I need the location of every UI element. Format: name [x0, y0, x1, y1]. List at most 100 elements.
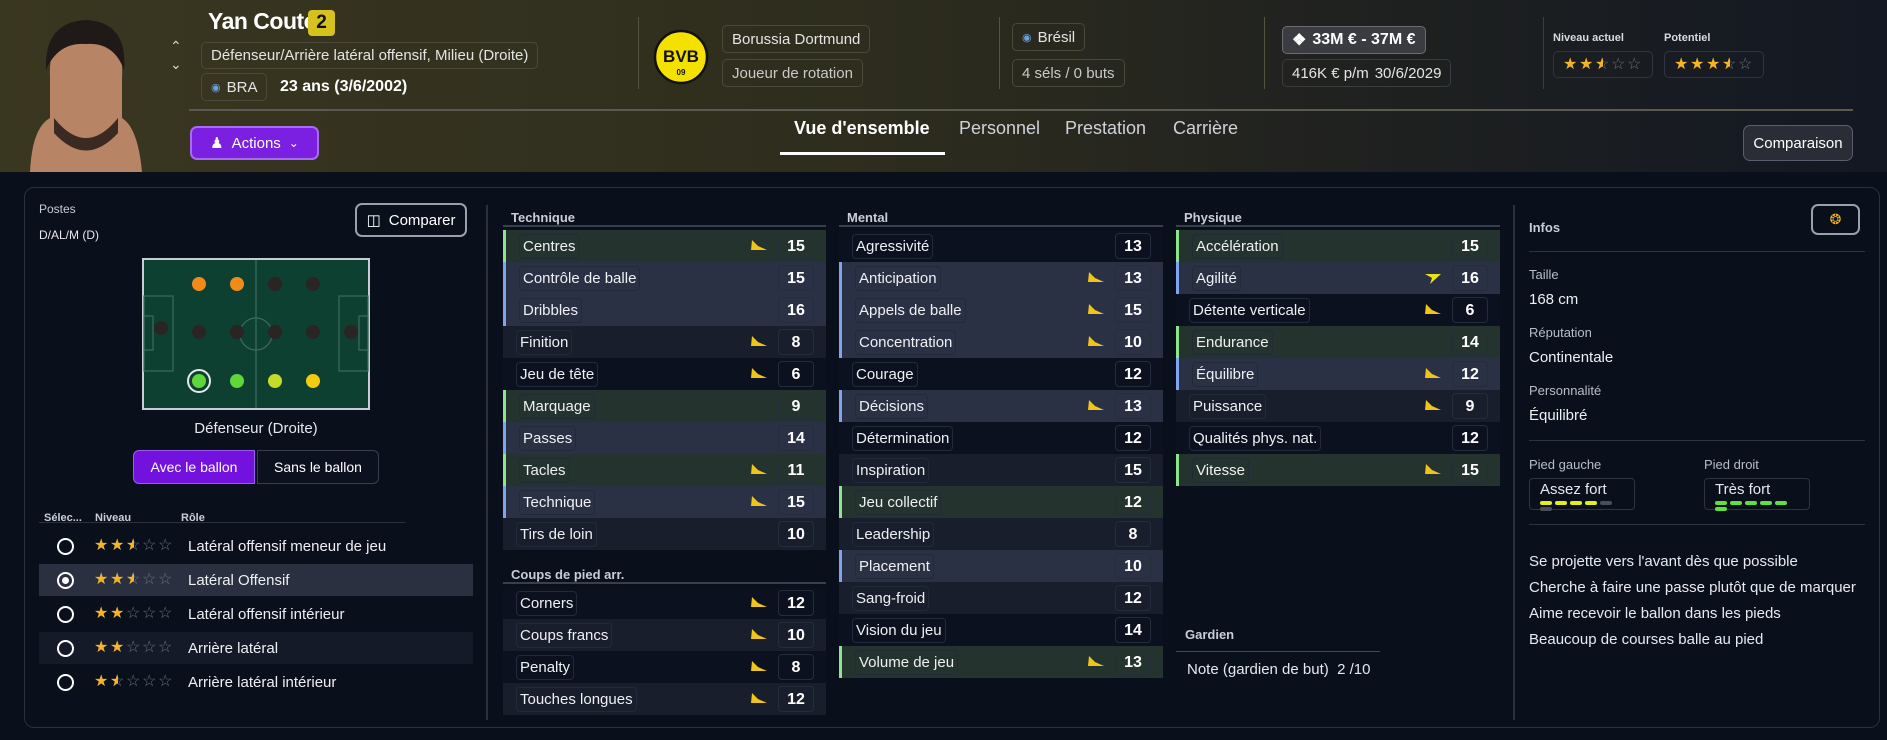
attribute-row[interactable]: Agressivité 13	[839, 230, 1163, 262]
role-radio[interactable]	[57, 673, 74, 691]
attribute-row[interactable]: Concentration 10	[839, 326, 1163, 358]
attribute-row[interactable]: Leadership 8	[839, 518, 1163, 550]
tab-personal[interactable]: Personnel	[959, 118, 1041, 138]
attribute-row[interactable]: Tacles 11	[503, 454, 826, 486]
pitch-position-dot[interactable]	[230, 277, 244, 291]
role-row[interactable]: ★★☆☆☆Latéral Offensif	[39, 564, 473, 596]
attribute-row[interactable]: Jeu collectif 12	[839, 486, 1163, 518]
nation-name: Brésil	[1037, 28, 1076, 46]
trend-arrow-icon	[1425, 368, 1441, 378]
attribute-row[interactable]: Penalty 8	[503, 651, 826, 683]
pitch-position-dot[interactable]	[344, 325, 358, 339]
pitch-position-dot[interactable]	[268, 325, 282, 339]
column-header-select[interactable]: Sélec...	[44, 512, 82, 524]
compare-positions-button[interactable]: ◫ Comparer	[355, 203, 467, 237]
star-icon: ★	[1563, 55, 1578, 73]
role-radio[interactable]	[57, 537, 74, 555]
divider	[999, 17, 1000, 89]
attribute-row[interactable]: Agilité 16	[1176, 262, 1500, 294]
selected-position-ring	[187, 369, 211, 393]
star-icon: ☆	[126, 572, 142, 589]
attribute-name: Jeu collectif	[855, 489, 942, 515]
attribute-row[interactable]: Coups francs 10	[503, 619, 826, 651]
pitch-position-dot[interactable]	[268, 277, 282, 291]
column-header-role[interactable]: Rôle	[181, 512, 205, 524]
attribute-row[interactable]: Accélération 15	[1176, 230, 1500, 262]
attribute-row[interactable]: Courage 12	[839, 358, 1163, 390]
attribute-row[interactable]: Tirs de loin 10	[503, 518, 826, 550]
attribute-row[interactable]: Sang-froid 12	[839, 582, 1163, 614]
club-name[interactable]: Borussia Dortmund	[722, 25, 871, 53]
without-ball-toggle[interactable]: Sans le ballon	[257, 450, 379, 484]
attribute-row[interactable]: Jeu de tête 6	[503, 358, 826, 390]
attribute-name: Vitesse	[1192, 457, 1249, 483]
pitch-position-dot[interactable]	[192, 325, 206, 339]
role-radio[interactable]	[57, 571, 74, 589]
foot-level-segment	[1540, 501, 1552, 505]
pitch-position-dot[interactable]	[230, 374, 244, 388]
attribute-row[interactable]: Inspiration 15	[839, 454, 1163, 486]
attribute-value: 8	[778, 654, 814, 680]
pitch-position-dot[interactable]	[154, 321, 168, 335]
next-player-button[interactable]: ⌄	[170, 56, 182, 72]
club-logo[interactable]: BVB 09	[653, 29, 709, 85]
role-radio[interactable]	[57, 639, 74, 657]
attribute-row[interactable]: Équilibre 12	[1176, 358, 1500, 390]
attribute-row[interactable]: Touches longues 12	[503, 683, 826, 715]
tab-overview[interactable]: Vue d'ensemble	[794, 118, 930, 138]
previous-player-button[interactable]: ⌃	[170, 38, 182, 54]
attribute-row[interactable]: Centres 15	[503, 230, 826, 262]
attribute-row[interactable]: Technique 15	[503, 486, 826, 518]
attribute-row[interactable]: Anticipation 13	[839, 262, 1163, 294]
attribute-row[interactable]: Dribbles 16	[503, 294, 826, 326]
attribute-row[interactable]: Qualités phys. nat. 12	[1176, 422, 1500, 454]
attribute-row[interactable]: Finition 8	[503, 326, 826, 358]
pitch-position-dot[interactable]	[192, 277, 206, 291]
role-row[interactable]: ★ ★ ☆ ☆ ☆ Latéral offensif intérieur	[39, 598, 473, 630]
role-radio[interactable]	[57, 605, 74, 623]
attribute-value: 12	[1115, 361, 1151, 387]
info-title: Infos	[1529, 220, 1561, 235]
nationality-box[interactable]: ◉ BRA	[201, 73, 268, 101]
pitch-position-dot[interactable]	[306, 277, 320, 291]
attribute-row[interactable]: Détente verticale 6	[1176, 294, 1500, 326]
pitch-position-dot[interactable]	[230, 325, 244, 339]
tab-career[interactable]: Carrière	[1173, 118, 1239, 138]
attribute-row[interactable]: Détermination 12	[839, 422, 1163, 454]
personality-wheel-button[interactable]: ❂	[1811, 204, 1860, 235]
role-row[interactable]: ★ ★ ☆ ☆ ☆ Arrière latéral	[39, 632, 473, 664]
pitch-position-dot[interactable]	[306, 374, 320, 388]
pitch-position-dot[interactable]	[192, 374, 206, 388]
comparison-button[interactable]: Comparaison	[1743, 125, 1853, 161]
tab-performance[interactable]: Prestation	[1065, 118, 1147, 138]
actions-button[interactable]: ♟ Actions ⌄	[190, 126, 319, 160]
attribute-row[interactable]: Marquage 9	[503, 390, 826, 422]
attribute-row[interactable]: Appels de balle 15	[839, 294, 1163, 326]
attribute-name: Jeu de tête	[516, 361, 599, 387]
attribute-row[interactable]: Vision du jeu 14	[839, 614, 1163, 646]
attribute-row[interactable]: Décisions 13	[839, 390, 1163, 422]
attribute-name: Placement	[855, 553, 934, 579]
attribute-row[interactable]: Volume de jeu 13	[839, 646, 1163, 678]
column-header-level[interactable]: Niveau	[95, 512, 132, 524]
attribute-row[interactable]: Endurance 14	[1176, 326, 1500, 358]
role-row[interactable]: ★★☆☆☆Latéral offensif meneur de jeu	[39, 530, 473, 562]
trait-item: Cherche à faire une passe plutôt que de …	[1529, 579, 1856, 596]
pitch-position-dot[interactable]	[268, 374, 282, 388]
with-ball-toggle[interactable]: Avec le ballon	[133, 450, 255, 484]
attribute-row[interactable]: Puissance 9	[1176, 390, 1500, 422]
attribute-row[interactable]: Vitesse 15	[1176, 454, 1500, 486]
reputation-label: Réputation	[1529, 325, 1592, 340]
attribute-row[interactable]: Contrôle de balle 15	[503, 262, 826, 294]
player-portrait	[30, 20, 142, 172]
current-ability-stars: ★★☆☆☆	[1553, 51, 1653, 78]
nation-box[interactable]: ◉ Brésil	[1012, 23, 1086, 51]
brazil-crest-icon: ◉	[1022, 31, 1032, 44]
role-row[interactable]: ★☆☆☆☆Arrière latéral intérieur	[39, 666, 473, 698]
attribute-row[interactable]: Corners 12	[503, 587, 826, 619]
attribute-value: 16	[1452, 265, 1488, 291]
pitch-position-dot[interactable]	[306, 325, 320, 339]
right-foot-value: Très fort	[1715, 481, 1771, 498]
attribute-row[interactable]: Placement 10	[839, 550, 1163, 582]
attribute-row[interactable]: Passes 14	[503, 422, 826, 454]
